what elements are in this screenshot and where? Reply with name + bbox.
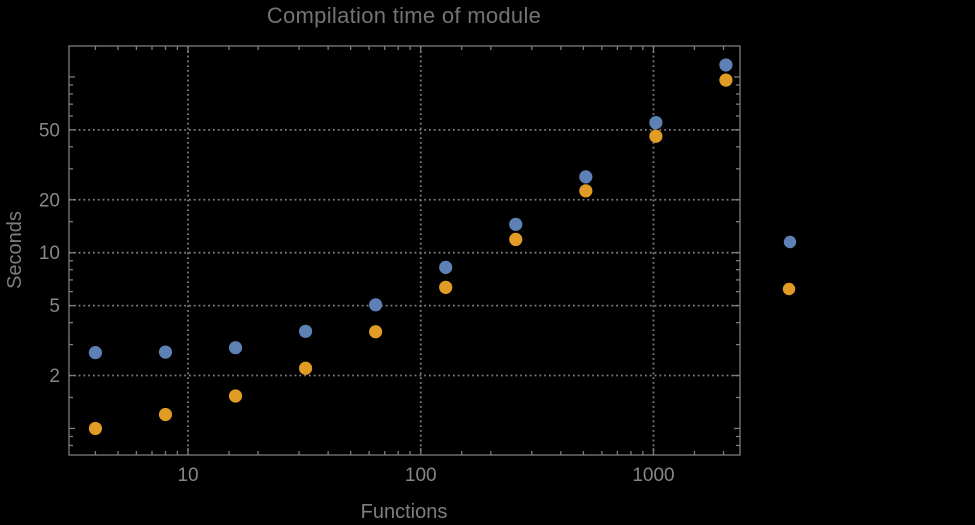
data-point-series-1 <box>649 115 663 130</box>
data-point-series-2 <box>369 325 383 339</box>
data-point-series-2 <box>509 232 523 247</box>
y-tick-label: 20 <box>39 190 60 211</box>
data-point-series-1 <box>158 345 173 359</box>
data-point-series-1 <box>719 58 733 72</box>
data-point-series-1 <box>509 217 523 231</box>
data-point-series-2 <box>158 407 173 422</box>
y-tick-label: 5 <box>49 296 60 317</box>
x-tick-label: 10 <box>177 465 198 486</box>
data-point-series-1 <box>228 341 243 355</box>
data-point-series-2 <box>719 73 733 87</box>
data-point-series-2 <box>228 389 243 403</box>
y-tick-label: 50 <box>39 120 60 141</box>
legend-marker-series-1 <box>783 235 797 249</box>
data-point-series-2 <box>579 184 593 198</box>
data-point-series-2 <box>649 129 663 143</box>
x-tick-label: 1000 <box>632 465 674 486</box>
y-axis-label: Seconds <box>4 211 26 289</box>
chart-title: Compilation time of module <box>267 3 541 28</box>
y-tick-label: 10 <box>39 243 60 264</box>
data-point-series-2 <box>439 280 453 294</box>
data-point-series-2 <box>88 421 103 436</box>
x-axis-label: Functions <box>361 501 448 523</box>
data-point-series-1 <box>298 324 313 338</box>
data-point-series-1 <box>439 260 453 274</box>
data-point-series-1 <box>369 298 383 312</box>
plot-frame <box>68 45 741 456</box>
legend-marker-series-2 <box>782 282 796 296</box>
y-tick-label: 2 <box>49 366 60 387</box>
data-point-series-1 <box>579 170 593 184</box>
chart-generated-layer: 10 100 1000 2 5 10 20 50 <box>39 45 797 486</box>
data-point-series-1 <box>88 346 103 360</box>
data-point-series-2 <box>298 361 313 375</box>
x-tick-label: 100 <box>405 465 437 486</box>
